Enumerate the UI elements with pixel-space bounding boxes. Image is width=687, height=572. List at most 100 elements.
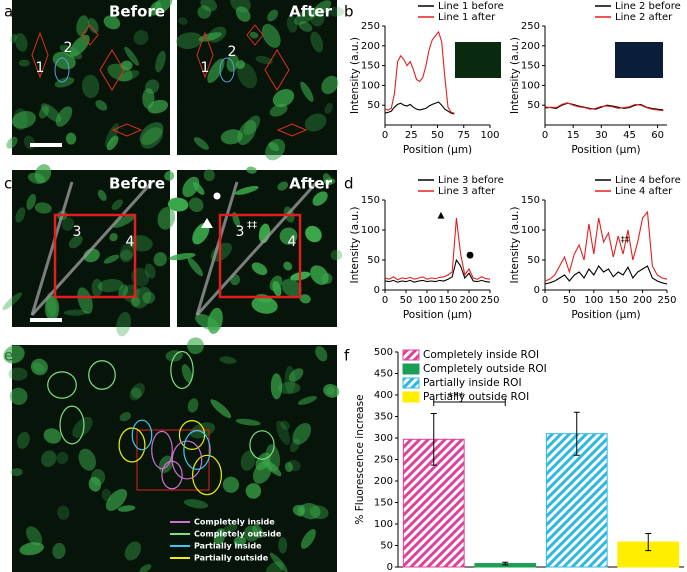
cell	[106, 135, 119, 151]
cell	[113, 214, 136, 228]
cell	[243, 115, 261, 136]
cell	[315, 346, 328, 362]
x-axis-label: Position (µm)	[571, 309, 640, 321]
cell	[178, 17, 188, 25]
cell	[8, 367, 28, 381]
series-line	[384, 258, 491, 283]
cell	[61, 217, 75, 231]
cell	[68, 235, 83, 249]
cell	[78, 448, 96, 471]
cell	[142, 291, 156, 304]
x-axis-label: Position (µm)	[403, 144, 472, 156]
y-tick-label: 200	[361, 41, 380, 52]
cell	[63, 309, 88, 316]
cell	[327, 6, 345, 17]
cell	[87, 18, 99, 34]
cell	[69, 34, 90, 57]
cell	[213, 528, 226, 546]
y-axis-label: Intensity (a.u.)	[349, 37, 361, 114]
y-tick-label: 100	[361, 225, 380, 236]
legend-label: Line 4 after	[615, 186, 673, 197]
cell	[44, 295, 60, 322]
roi	[218, 213, 302, 299]
panel-label: a	[4, 3, 13, 21]
cell	[129, 383, 145, 401]
cell-outline	[178, 420, 206, 450]
x-tick-label: 75	[457, 130, 470, 141]
x-tick-label: 250	[657, 295, 676, 306]
line-roi	[195, 180, 319, 317]
x-tick-label: 60	[651, 130, 664, 141]
roi	[111, 123, 143, 137]
cell	[164, 170, 175, 181]
panel-label: b	[344, 3, 354, 21]
annotation: ▲	[438, 211, 445, 221]
cell	[324, 102, 333, 114]
cell	[330, 249, 343, 261]
scale-bar	[30, 318, 62, 322]
cell	[124, 46, 139, 66]
cell	[19, 542, 44, 556]
cell	[300, 81, 314, 102]
cell	[6, 136, 18, 149]
y-tick-label: 200	[521, 41, 540, 52]
cell-outline	[170, 350, 194, 390]
cell	[252, 524, 264, 539]
cell	[140, 127, 163, 149]
cell	[111, 199, 123, 211]
significance-bracket	[433, 398, 506, 406]
cell	[14, 32, 28, 52]
legend-swatch	[402, 363, 420, 375]
cell	[276, 420, 291, 445]
series-line	[544, 265, 668, 285]
cell	[97, 189, 107, 201]
x-tick-label: 50	[400, 295, 413, 306]
cell	[26, 193, 37, 210]
cell	[18, 59, 30, 67]
roi-label: 4	[288, 234, 297, 250]
cell	[27, 172, 45, 184]
roi-label: 2	[228, 44, 237, 60]
cell-outline	[118, 427, 146, 463]
roi-label: 1	[201, 60, 210, 76]
cell-outline	[131, 419, 153, 451]
cell	[72, 416, 93, 438]
panel-label: d	[344, 175, 354, 193]
cell	[52, 51, 76, 70]
cell	[261, 458, 282, 477]
cell	[187, 398, 199, 413]
cell	[41, 450, 57, 468]
cell	[272, 89, 295, 108]
cell	[261, 23, 281, 48]
cell	[88, 476, 102, 492]
cell-outline	[47, 371, 77, 399]
cell	[175, 32, 203, 49]
cell	[65, 132, 77, 145]
cell	[310, 31, 324, 53]
cell	[133, 29, 149, 46]
cell	[235, 418, 261, 426]
cell-outline	[249, 430, 275, 460]
x-tick-label: 0	[382, 295, 388, 306]
x-tick-label: 200	[633, 295, 652, 306]
series-line	[384, 101, 455, 115]
cell	[167, 197, 189, 212]
y-tick-label: 150	[374, 498, 393, 509]
cell	[278, 537, 288, 554]
cell	[43, 428, 62, 444]
cell	[269, 275, 283, 292]
legend-label: Line 1 after	[438, 12, 496, 23]
cell	[124, 541, 142, 561]
cell	[97, 279, 124, 293]
cell	[280, 420, 290, 430]
cell	[91, 278, 103, 298]
scale-bar	[30, 143, 62, 147]
cell	[157, 206, 176, 230]
line-roi	[30, 180, 154, 317]
cell	[188, 197, 204, 213]
x-tick-label: 0	[542, 130, 548, 141]
cell	[15, 207, 26, 223]
cell	[294, 7, 318, 25]
cell	[265, 138, 286, 161]
